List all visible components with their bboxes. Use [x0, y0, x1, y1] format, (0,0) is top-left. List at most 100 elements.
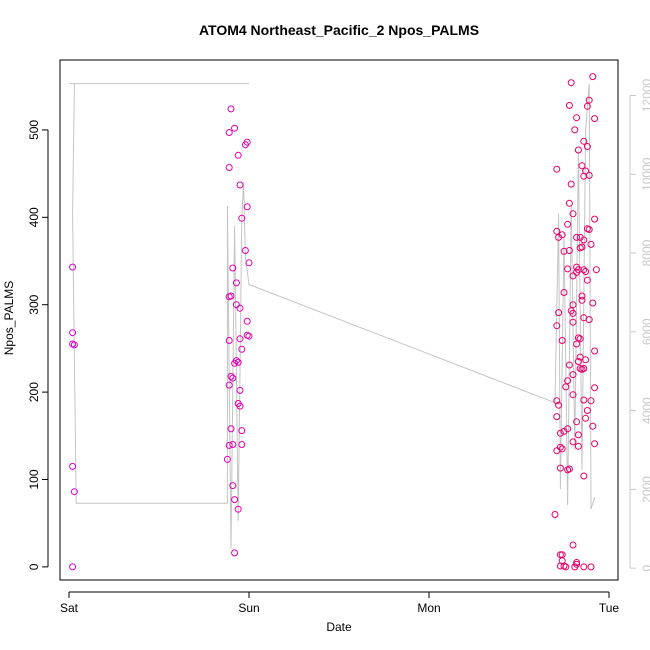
data-point — [234, 505, 242, 513]
x-axis-label: Date — [326, 620, 352, 634]
data-point — [583, 276, 591, 284]
data-point — [241, 247, 249, 254]
data-point — [245, 259, 253, 267]
data-point — [238, 214, 246, 222]
data-point — [555, 233, 563, 241]
y-tick-label: 100 — [27, 469, 41, 489]
data-point — [69, 462, 77, 470]
data-point — [589, 73, 597, 81]
data-point — [564, 265, 572, 273]
data-point — [564, 220, 572, 228]
data-point — [580, 266, 588, 274]
data-point — [573, 233, 581, 241]
data-point — [569, 371, 577, 379]
data-point — [585, 96, 593, 104]
data-point — [231, 549, 239, 557]
data-point — [564, 377, 572, 385]
data-point — [589, 299, 597, 307]
data-point — [569, 272, 577, 280]
data-point — [565, 199, 573, 207]
data-point — [553, 447, 561, 455]
data-point — [569, 318, 577, 326]
data-point — [555, 401, 563, 409]
y2-tick-label: 12000 — [640, 78, 650, 112]
x-tick-label: Tue — [599, 601, 620, 615]
y2-tick-label: 0 — [640, 565, 650, 572]
data-point — [567, 180, 575, 188]
data-point — [553, 397, 561, 405]
data-point — [231, 496, 239, 504]
data-point — [69, 563, 77, 571]
x-tick-label: Sun — [238, 601, 259, 615]
data-point — [580, 137, 588, 145]
data-point — [558, 337, 566, 344]
data-point — [236, 335, 244, 343]
y-tick-label: 500 — [27, 120, 41, 140]
data-point — [574, 266, 582, 274]
data-point — [578, 243, 586, 251]
data-point — [576, 353, 584, 361]
data-point — [556, 443, 564, 451]
data-point — [243, 203, 251, 211]
data-point — [223, 455, 231, 463]
data-point — [578, 292, 586, 300]
data-point — [236, 304, 244, 312]
data-point — [582, 356, 590, 364]
data-point — [238, 427, 246, 435]
data-point — [580, 472, 588, 480]
data-point — [567, 79, 575, 87]
data-point — [225, 381, 233, 389]
data-point — [580, 563, 588, 571]
y2-tick-label: 4000 — [640, 397, 650, 424]
data-point — [225, 337, 233, 344]
data-point — [574, 442, 582, 450]
data-point — [582, 414, 590, 422]
data-point — [225, 129, 233, 136]
y2-tick-label: 2000 — [640, 476, 650, 503]
y-tick-label: 200 — [27, 382, 41, 402]
y-axis-right: 0 2000 4000 6000 8000 10000 12000 — [629, 78, 650, 572]
data-point — [589, 422, 597, 430]
data-point — [227, 425, 235, 433]
x-axis: Sat Sun Mon Tue — [60, 591, 620, 615]
y-tick-label: 0 — [27, 563, 41, 570]
data-point — [565, 361, 573, 369]
data-point — [587, 563, 595, 571]
data-point — [574, 431, 582, 439]
data-point — [582, 268, 590, 275]
data-point — [236, 402, 244, 410]
data-point — [569, 210, 577, 218]
data-point — [573, 114, 581, 122]
data-point — [553, 413, 561, 421]
data-point — [69, 329, 77, 337]
data-point — [578, 296, 586, 304]
series-line — [69, 83, 596, 549]
data-point — [565, 101, 573, 109]
plot-box — [59, 59, 619, 581]
x-tick-label: Sat — [60, 601, 79, 615]
data-point — [583, 143, 591, 150]
plot-frame — [59, 59, 619, 581]
data-point — [234, 358, 242, 366]
data-point — [591, 215, 599, 223]
y-tick-label: 300 — [27, 294, 41, 314]
y2-tick-label: 10000 — [640, 157, 650, 191]
y-axis-left: 0 100 200 300 400 500 — [27, 120, 49, 570]
data-point — [571, 563, 579, 571]
data-point — [70, 488, 78, 496]
data-point — [591, 115, 599, 123]
data-point — [580, 396, 588, 404]
data-point — [229, 482, 237, 490]
data-point — [573, 340, 581, 348]
data-point — [234, 151, 242, 159]
data-point — [564, 466, 572, 474]
data-point — [227, 372, 235, 380]
data-point — [238, 441, 246, 448]
data-point — [569, 438, 577, 446]
data-point — [576, 365, 584, 372]
data-point — [580, 236, 588, 244]
data-point — [560, 289, 568, 296]
data-point — [585, 226, 593, 233]
data-point — [574, 358, 582, 365]
